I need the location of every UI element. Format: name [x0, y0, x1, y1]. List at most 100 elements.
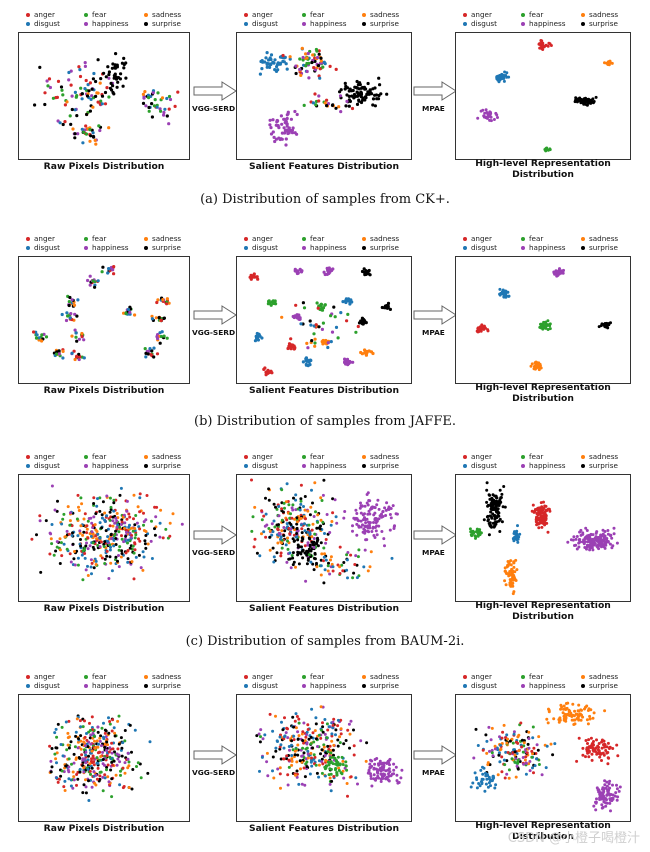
scatter-point [609, 809, 612, 813]
scatter-point [295, 522, 299, 526]
scatter-point [253, 505, 257, 509]
legend-label: sadness [589, 10, 619, 19]
scatter-point [386, 304, 390, 308]
scatter-point [54, 746, 58, 750]
scatter-point [296, 737, 300, 741]
scatter-point [346, 576, 349, 580]
arrow-icon [413, 81, 457, 101]
scatter-point [146, 771, 150, 775]
scatter-point [490, 726, 494, 730]
scatter-point [612, 532, 616, 536]
scatter-point [315, 49, 319, 53]
legend-dot-icon [362, 684, 366, 688]
scatter-point [288, 57, 292, 61]
scatter-point [147, 349, 151, 353]
scatter-point [89, 733, 93, 737]
scatter-point [133, 536, 137, 540]
scatter-point [476, 530, 480, 534]
scatter-point [538, 519, 542, 523]
scatter-point [71, 770, 75, 774]
legend: anger disgust fear happiness sadness surprise [455, 232, 631, 256]
scatter-point [319, 56, 323, 60]
legend-label: anger [34, 234, 55, 243]
scatter-point [72, 557, 76, 561]
scatter-point [306, 530, 310, 534]
scatter-point [511, 577, 515, 581]
scatter-point [323, 718, 327, 721]
scatter-point [611, 747, 615, 750]
scatter-point [67, 777, 71, 781]
scatter-point [321, 725, 325, 729]
scatter-point [363, 548, 367, 552]
scatter-point [383, 544, 386, 548]
scatter-point [616, 754, 620, 758]
scatter-point [347, 722, 351, 726]
scatter-point [383, 304, 387, 308]
scatter-point [68, 735, 71, 739]
scatter-point [354, 554, 358, 558]
scatter-point [577, 98, 581, 102]
scatter-point [71, 542, 75, 546]
scatter-point [367, 499, 371, 502]
scatter-point [107, 750, 111, 754]
legend-label: surprise [152, 461, 181, 470]
scatter-point [88, 139, 92, 143]
scatter-point [571, 702, 575, 706]
raw-pixels-label: Raw Pixels Distribution [43, 161, 165, 172]
mpae-label: MPAE [422, 548, 445, 557]
scatter-point [503, 579, 507, 583]
scatter-point [75, 114, 79, 118]
scatter-point [307, 547, 311, 551]
scatter-point [133, 548, 137, 552]
scatter-point [294, 712, 298, 716]
scatter-point [82, 517, 86, 521]
scatter-point [609, 533, 613, 537]
scatter-point [80, 502, 84, 506]
scatter-point [133, 527, 137, 530]
scatter-point [80, 97, 84, 101]
scatter-point [299, 270, 304, 274]
scatter-point [490, 505, 494, 509]
scatter-point [315, 561, 318, 565]
legend-item-surprise: surprise [581, 243, 618, 252]
scatter-point [77, 357, 81, 362]
scatter-point [110, 66, 114, 70]
scatter-point [296, 553, 300, 557]
scatter-point [126, 560, 130, 564]
scatter-point [380, 765, 384, 769]
scatter-point [340, 563, 344, 567]
legend: anger disgust fear happiness sadness surprise [455, 670, 631, 694]
high-level-label: High-level Representation Distribution [455, 158, 631, 180]
scatter-point [119, 555, 123, 559]
scatter-point [92, 763, 96, 767]
scatter-point [511, 537, 515, 541]
scatter-point [81, 141, 85, 145]
legend-dot-icon [84, 455, 88, 459]
scatter-point [89, 97, 93, 101]
legend-label: fear [92, 452, 107, 461]
scatter-point [387, 772, 390, 776]
scatter-point [384, 777, 388, 781]
scatter-point [92, 566, 96, 570]
scatter-point [90, 715, 94, 719]
scatter-point [283, 716, 286, 720]
salient-features-label: Salient Features Distribution [248, 385, 399, 396]
scatter-point [529, 364, 533, 368]
scatter-point [586, 748, 590, 752]
scatter-point [603, 745, 607, 749]
scatter-point [126, 557, 130, 561]
scatter-point [105, 549, 109, 553]
scatter-point [113, 731, 117, 735]
scatter-point [83, 512, 87, 516]
legend-label: fear [529, 672, 544, 681]
scatter-point [138, 510, 142, 514]
scatter-point [119, 773, 122, 777]
scatter-point [281, 728, 285, 732]
scatter-point [90, 94, 94, 98]
scatter-point [317, 733, 321, 737]
scatter-point [71, 127, 75, 131]
scatter-point [127, 512, 131, 516]
scatter-point [73, 108, 77, 112]
scatter-point [297, 314, 301, 318]
scatter-point [167, 94, 172, 99]
